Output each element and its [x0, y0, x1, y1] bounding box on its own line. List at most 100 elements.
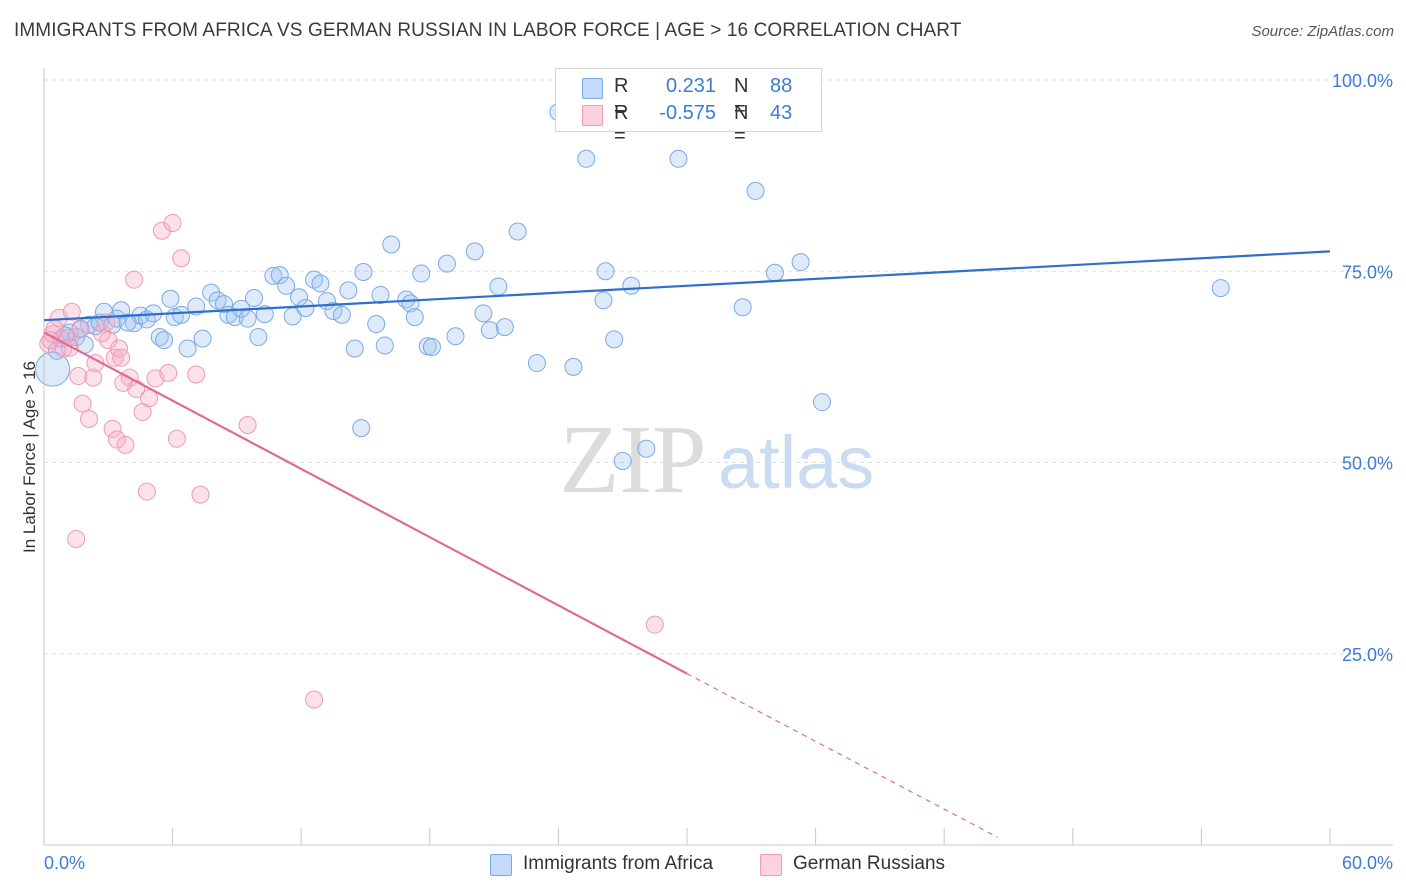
- africa-legend-label: Immigrants from Africa: [523, 853, 714, 874]
- german-russians-point: [172, 249, 191, 268]
- africa-point: [422, 337, 441, 356]
- africa-point: [324, 302, 343, 321]
- german-russians-point: [107, 430, 126, 449]
- trend-lines: [43, 250, 1331, 838]
- africa-point: [746, 181, 765, 200]
- africa-point: [35, 351, 71, 387]
- german-russians-legend-label: German Russians: [793, 853, 946, 874]
- y-tick-label: 100.0%: [1332, 71, 1393, 91]
- africa-point: [193, 329, 212, 348]
- watermark: ZIP atlas: [560, 406, 875, 514]
- tick-labels: 25.0% 50.0% 75.0% 100.0% 0.0% 60.0%: [44, 71, 1393, 873]
- german-russians-point: [645, 615, 664, 634]
- german-russians-point: [159, 363, 178, 382]
- german-russians-point: [62, 302, 81, 321]
- africa-point: [577, 149, 596, 168]
- grid-lines: [44, 79, 1393, 655]
- africa-point: [382, 235, 401, 254]
- german-russians-point: [167, 429, 186, 448]
- n-label: N =: [734, 75, 749, 120]
- africa-point: [255, 305, 274, 324]
- r-label: R =: [614, 75, 629, 120]
- axes: [43, 68, 1393, 846]
- n-value: 43: [770, 102, 793, 124]
- africa-point: [172, 305, 191, 324]
- africa-point: [178, 339, 197, 358]
- africa-point: [480, 321, 499, 340]
- africa-point: [161, 289, 180, 308]
- n-label: N =: [734, 102, 749, 147]
- africa-point: [375, 336, 394, 355]
- africa-point: [669, 149, 688, 168]
- y-tick-label: 50.0%: [1342, 454, 1393, 474]
- africa-point: [594, 291, 613, 310]
- german-russians-point: [187, 365, 206, 384]
- africa-point: [446, 327, 465, 346]
- africa-point: [354, 263, 373, 282]
- watermark-zip: ZIP: [560, 406, 707, 514]
- africa-point: [371, 285, 390, 304]
- africa-point: [508, 222, 527, 241]
- german-russians-point: [69, 367, 88, 386]
- africa-point: [238, 309, 257, 328]
- africa-legend-swatch: [490, 854, 512, 876]
- german-russians-point: [80, 409, 99, 428]
- africa-point: [277, 276, 296, 295]
- source-attribution: Source: ZipAtlas.com: [1251, 23, 1394, 40]
- africa-point: [367, 315, 386, 334]
- german-russians-point: [92, 324, 111, 343]
- africa-trend-line: [43, 250, 1331, 322]
- africa-point: [622, 276, 641, 295]
- africa-point: [352, 419, 371, 438]
- africa-point: [489, 277, 508, 296]
- africa-point: [527, 354, 546, 373]
- german-russians-point: [73, 394, 92, 413]
- africa-point: [155, 331, 174, 350]
- n-value: 88: [770, 75, 793, 97]
- africa-point: [187, 297, 206, 316]
- africa-point: [765, 263, 784, 282]
- africa-point: [296, 298, 315, 317]
- africa-point: [613, 451, 632, 470]
- y-axis-label: In Labor Force | Age > 16: [20, 361, 39, 553]
- german-russians-point: [140, 389, 159, 408]
- german-russians-point: [71, 320, 90, 339]
- africa-point: [605, 330, 624, 349]
- africa-point: [813, 393, 832, 412]
- africa-point: [339, 281, 358, 300]
- german-russians-legend-swatch: [760, 854, 782, 876]
- africa-point: [495, 318, 514, 337]
- africa-point: [1211, 279, 1230, 298]
- africa-point: [791, 253, 810, 272]
- german-russians-point: [125, 270, 144, 289]
- german-russians-point: [67, 530, 86, 548]
- german-russians-point: [152, 221, 171, 240]
- r-value: 0.231: [665, 75, 716, 97]
- y-tick-label: 25.0%: [1342, 645, 1393, 665]
- german-russians-point: [105, 348, 124, 367]
- africa-swatch: [582, 78, 603, 99]
- german-russians-point: [116, 435, 135, 454]
- africa-point: [270, 266, 289, 285]
- watermark-atlas: atlas: [718, 421, 874, 504]
- africa-point: [637, 439, 656, 458]
- africa-point: [118, 313, 137, 332]
- africa-point: [474, 304, 493, 323]
- german-russians-point: [97, 313, 116, 332]
- africa-point: [596, 262, 615, 281]
- chart-title: IMMIGRANTS FROM AFRICA VS GERMAN RUSSIAN…: [14, 20, 962, 41]
- german-russians-point: [84, 368, 103, 387]
- german-russians-trend-line: [43, 331, 688, 675]
- africa-point: [245, 289, 264, 308]
- africa-point: [733, 298, 752, 317]
- german-russians-point: [191, 485, 210, 504]
- africa-point: [345, 339, 364, 358]
- x-tick-label: 60.0%: [1342, 853, 1393, 873]
- german-russians-point: [238, 416, 257, 435]
- german-russians-point: [112, 348, 131, 367]
- africa-point: [564, 357, 583, 376]
- german-russians-trend-extension: [686, 673, 999, 838]
- africa-point: [264, 266, 283, 285]
- africa-point: [412, 264, 431, 283]
- africa-point: [405, 308, 424, 327]
